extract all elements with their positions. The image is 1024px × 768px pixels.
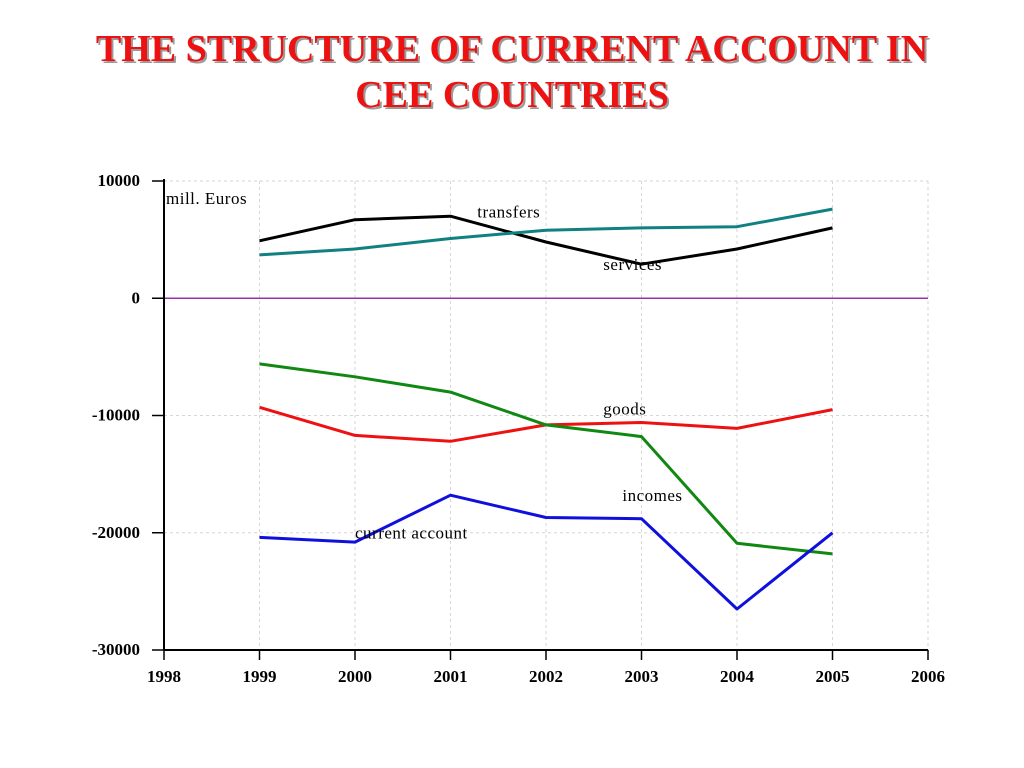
axes: 10000 0 -10000 -20000 -30000 1998 1999 2000 2001… [92, 171, 945, 686]
unit-label: mill. Euros [166, 189, 247, 208]
series-line-current-account [259, 493, 834, 611]
y-tick-label: 10000 [98, 171, 141, 190]
grid [164, 180, 929, 650]
x-tick-label: 1999 [243, 667, 277, 686]
y-tick-label: -30000 [92, 640, 140, 659]
series-line-transfers [259, 207, 833, 257]
x-tick-label: 2004 [720, 667, 755, 686]
title-line-2: CEE COUNTRIES [355, 74, 669, 116]
series-lines [259, 207, 834, 611]
x-tick-label: 2003 [625, 667, 659, 686]
title-line-1: THE STRUCTURE OF CURRENT ACCOUNT IN [95, 28, 929, 70]
x-tick-label: 2000 [338, 667, 372, 686]
series-label-services: services [603, 255, 662, 274]
y-tick-label: -10000 [92, 406, 140, 425]
series-line-services [259, 214, 833, 266]
series-line-incomes [259, 362, 833, 556]
x-tick-label: 2006 [911, 667, 945, 686]
labels: services transfers goods incomes current acc… [355, 202, 682, 543]
y-tick-label: 0 [132, 288, 141, 307]
series-label-incomes: incomes [622, 486, 682, 505]
series-label-goods: goods [603, 399, 646, 418]
series-label-current-account: current account [355, 524, 468, 543]
x-tick-label: 2005 [816, 667, 850, 686]
slide-title: THE STRUCTURE OF CURRENT ACCOUNT IN CEE … [0, 26, 1024, 118]
x-tick-label: 2001 [434, 667, 468, 686]
y-tick-label: -20000 [92, 523, 140, 542]
x-tick-label: 2002 [529, 667, 563, 686]
x-tick-label: 1998 [147, 667, 181, 686]
series-label-transfers: transfers [477, 202, 540, 221]
